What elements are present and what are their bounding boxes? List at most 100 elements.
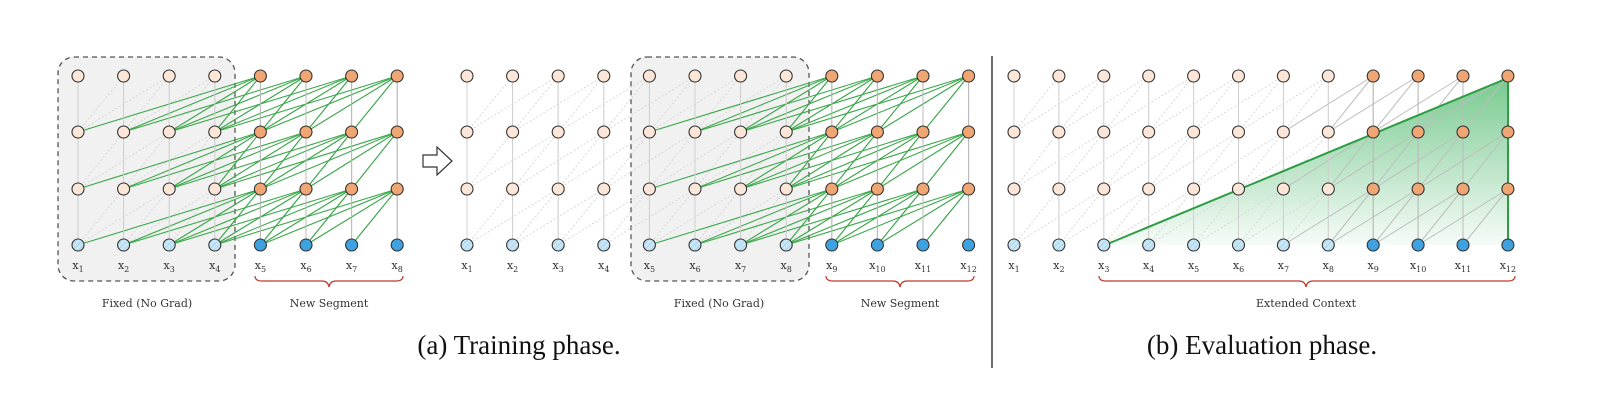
hidden-state-node bbox=[1007, 125, 1021, 139]
dependency-link bbox=[466, 131, 513, 190]
recurrence-link bbox=[740, 188, 878, 246]
recurrence-link bbox=[831, 131, 969, 190]
hidden-state-node bbox=[1187, 69, 1201, 83]
evaluation-token-labels: x1 x2 x3 x4 x5 x6 x7 x8 x9 x10 x11 x12 bbox=[1008, 259, 1516, 274]
hidden-state-node bbox=[1007, 69, 1021, 83]
hidden-state-node bbox=[916, 125, 930, 139]
hidden-state-node bbox=[779, 182, 793, 196]
hidden-state-node bbox=[734, 182, 748, 196]
input-token-node bbox=[642, 238, 656, 252]
dependency-link bbox=[1103, 75, 1150, 133]
dependency-link bbox=[1327, 131, 1374, 190]
token-label: x1 bbox=[72, 259, 83, 274]
recurrence-link bbox=[351, 131, 398, 190]
input-token-node bbox=[162, 238, 176, 252]
hidden-state-node bbox=[1276, 69, 1290, 83]
training-stage-2-token-labels: x1 x2 x3 x4 x5 x6 x7 x8 x9 x10 x11 x12 bbox=[461, 259, 976, 274]
hidden-state-node bbox=[1097, 69, 1111, 83]
dependency-link bbox=[694, 188, 741, 246]
input-token-node bbox=[825, 238, 839, 252]
hidden-state-node bbox=[460, 69, 474, 83]
token-label: x4 bbox=[209, 259, 220, 274]
dependency-link bbox=[77, 188, 124, 246]
hidden-state-node bbox=[1142, 125, 1156, 139]
fixed-segment-box bbox=[630, 56, 810, 282]
input-token-node bbox=[1142, 238, 1156, 252]
dependency-link bbox=[603, 188, 650, 246]
token-label: x9 bbox=[826, 259, 837, 274]
token-label: x4 bbox=[598, 259, 609, 274]
hidden-state-node bbox=[642, 69, 656, 83]
input-token-node bbox=[208, 238, 222, 252]
hidden-state-node bbox=[162, 182, 176, 196]
recurrence-link bbox=[214, 75, 352, 133]
hidden-state-node bbox=[390, 69, 404, 83]
input-token-node bbox=[734, 238, 748, 252]
dependency-link bbox=[123, 131, 170, 190]
input-token-node bbox=[506, 238, 520, 252]
dependency-link bbox=[466, 75, 513, 133]
input-token-node bbox=[688, 238, 702, 252]
training-stage-1-token-labels: x1 x2 x3 x4 x5 x6 x7 x8 bbox=[72, 259, 403, 274]
dependency-link bbox=[1058, 75, 1105, 133]
hidden-state-node bbox=[162, 69, 176, 83]
input-token-node bbox=[1456, 238, 1470, 252]
hidden-state-node bbox=[551, 125, 565, 139]
dependency-link bbox=[603, 75, 650, 133]
hidden-state-node bbox=[551, 69, 565, 83]
dependency-link bbox=[1013, 131, 1060, 190]
hidden-state-node bbox=[825, 69, 839, 83]
dependency-link bbox=[1013, 75, 1060, 133]
hidden-state-node bbox=[208, 125, 222, 139]
hidden-state-node bbox=[1007, 182, 1021, 196]
token-label: x6 bbox=[689, 259, 700, 274]
dependency-link bbox=[1193, 75, 1239, 133]
token-label: x11 bbox=[915, 259, 931, 274]
hidden-state-node bbox=[779, 125, 793, 139]
hidden-state-node bbox=[1321, 182, 1335, 196]
next-step-arrow-icon bbox=[422, 145, 453, 177]
new-segment-label: New Segment bbox=[861, 297, 940, 310]
input-token-node bbox=[1052, 238, 1066, 252]
dependency-link bbox=[1103, 131, 1150, 190]
hidden-state-node bbox=[299, 182, 313, 196]
token-label: x3 bbox=[1098, 259, 1109, 274]
input-token-node bbox=[597, 238, 611, 252]
recurrence-link bbox=[740, 131, 878, 190]
hidden-state-node bbox=[117, 69, 131, 83]
recurrence-link bbox=[922, 131, 970, 190]
hidden-state-node bbox=[688, 182, 702, 196]
hidden-state-node bbox=[1501, 125, 1515, 139]
hidden-state-node bbox=[916, 69, 930, 83]
recurrence-link bbox=[214, 188, 352, 246]
hidden-state-node bbox=[1097, 182, 1111, 196]
token-label: x5 bbox=[644, 259, 655, 274]
hidden-state-node bbox=[1231, 125, 1246, 139]
hidden-state-node bbox=[1456, 182, 1470, 196]
recurrence-link bbox=[260, 75, 398, 133]
fixed-segment-box bbox=[57, 56, 236, 282]
token-label: x6 bbox=[1233, 259, 1244, 274]
recurrence-link bbox=[785, 131, 924, 190]
hidden-state-node bbox=[779, 69, 793, 83]
dependency-link bbox=[1193, 131, 1239, 190]
hidden-state-node bbox=[1142, 182, 1156, 196]
hidden-state-node bbox=[870, 125, 884, 139]
input-token-node bbox=[1276, 238, 1290, 252]
input-token-node bbox=[460, 238, 474, 252]
recurrence-link bbox=[260, 131, 398, 190]
token-label: x3 bbox=[164, 259, 175, 274]
hidden-state-node bbox=[688, 69, 702, 83]
recurrence-link bbox=[922, 188, 970, 246]
recurrence-link bbox=[831, 75, 969, 133]
token-label: x7 bbox=[1278, 259, 1289, 274]
dependency-link bbox=[77, 131, 124, 190]
token-label: x8 bbox=[1323, 259, 1334, 274]
hidden-state-node bbox=[870, 69, 884, 83]
token-label: x7 bbox=[346, 259, 357, 274]
hidden-state-node bbox=[460, 125, 474, 139]
fixed-no-grad-label: Fixed (No Grad) bbox=[674, 297, 764, 310]
token-label: x5 bbox=[1188, 259, 1199, 274]
dependency-link bbox=[1238, 75, 1284, 133]
